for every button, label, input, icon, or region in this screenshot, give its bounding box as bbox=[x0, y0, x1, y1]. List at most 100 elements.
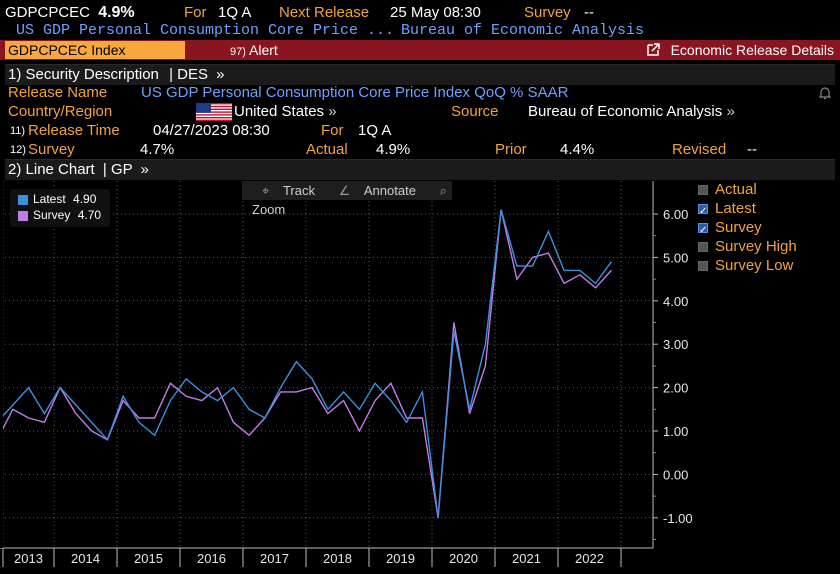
legend-latest[interactable]: Latest 4.90 bbox=[18, 192, 96, 206]
series-toggle-survey-high[interactable]: Survey High bbox=[698, 237, 797, 256]
source-value[interactable]: Bureau of Economic Analysis » bbox=[528, 103, 735, 120]
legend-survey-swatch bbox=[18, 210, 28, 221]
des-index: 1) bbox=[8, 66, 22, 83]
x-tick-label: 2020 bbox=[449, 551, 478, 566]
x-tick-label: 2016 bbox=[197, 551, 226, 566]
next-release-label: Next Release bbox=[279, 4, 370, 21]
prior-label: Prior bbox=[495, 141, 527, 158]
country-value-text: United States bbox=[234, 103, 325, 120]
revised-label: Revised bbox=[672, 141, 727, 158]
series-toggle-label: Survey Low bbox=[715, 257, 794, 274]
crosshair-icon: ⌖ bbox=[262, 183, 270, 198]
country-chevron: » bbox=[328, 103, 337, 120]
ticker: GDPCPCEC bbox=[5, 4, 91, 21]
release-time-value: 04/27/2023 08:30 bbox=[153, 122, 270, 139]
gp-title: Line Chart bbox=[25, 161, 95, 178]
des-for-value: 1Q A bbox=[358, 122, 392, 139]
x-tick-label: 2021 bbox=[512, 551, 541, 566]
series-line-latest bbox=[0, 209, 612, 518]
zoom-button[interactable]: ⌕ Zoom bbox=[242, 183, 447, 217]
pencil-icon: ∠ bbox=[338, 183, 351, 198]
header-row: GDPCPCEC 4.9% bbox=[5, 4, 135, 24]
header-for-period: 1Q A bbox=[218, 4, 252, 21]
x-tick-label: 2017 bbox=[260, 551, 289, 566]
series-toggle-label: Survey High bbox=[715, 238, 797, 255]
legend-latest-swatch bbox=[18, 194, 28, 205]
alert-label: Alert bbox=[249, 42, 278, 58]
zoom-label: Zoom bbox=[252, 202, 286, 217]
survey-value: 4.7% bbox=[140, 141, 175, 158]
alert-button[interactable]: 97) Alert bbox=[230, 41, 278, 61]
header-value: 4.9% bbox=[98, 4, 135, 21]
series-toggle-survey-low[interactable]: Survey Low bbox=[698, 256, 797, 275]
actual-value: 4.9% bbox=[376, 141, 411, 158]
release-time-label[interactable]: Release Time bbox=[28, 122, 120, 139]
next-release-value: 25 May 08:30 bbox=[390, 4, 481, 21]
survey-index: 12) bbox=[10, 144, 26, 156]
header-for-label: For bbox=[184, 4, 207, 21]
legend-latest-label: Latest bbox=[33, 192, 66, 206]
des-title: Security Description bbox=[25, 66, 159, 83]
checkbox-icon[interactable] bbox=[698, 242, 708, 253]
x-tick-label: 2013 bbox=[14, 551, 43, 566]
des-for-label: For bbox=[321, 122, 344, 139]
x-tick-label: 2022 bbox=[575, 551, 604, 566]
security-box[interactable]: GDPCPCEC Index bbox=[5, 41, 185, 59]
x-tick-label: 2018 bbox=[323, 551, 352, 566]
series-toggle-actual[interactable]: Actual bbox=[698, 180, 797, 199]
magnifier-icon: ⌕ bbox=[439, 183, 447, 198]
x-tick-label: 2019 bbox=[386, 551, 415, 566]
source-label: Source bbox=[451, 103, 499, 120]
release-name-value: US GDP Personal Consumption Core Price I… bbox=[141, 84, 569, 101]
revised-value: -- bbox=[747, 141, 757, 158]
gp-index: 2) bbox=[8, 161, 22, 178]
alert-index: 97) bbox=[230, 46, 246, 58]
des-command: | DES bbox=[169, 66, 208, 83]
checkbox-icon[interactable] bbox=[698, 221, 708, 240]
header-survey-label: Survey bbox=[524, 4, 571, 21]
actual-label: Actual bbox=[306, 141, 348, 158]
x-tick-label: 2015 bbox=[134, 551, 163, 566]
prior-value: 4.4% bbox=[560, 141, 595, 158]
checkbox-icon[interactable] bbox=[698, 261, 708, 272]
x-tick-label: 2014 bbox=[71, 551, 100, 566]
y-tick-label: 2.00 bbox=[663, 381, 688, 396]
series-toggle-label: Survey bbox=[715, 219, 762, 236]
annotate-button[interactable]: ∠ Annotate bbox=[329, 183, 416, 198]
security-description-header[interactable]: 1) Security Description | DES » bbox=[5, 64, 835, 85]
us-flag-icon bbox=[196, 103, 232, 125]
track-button[interactable]: ⌖ Track bbox=[252, 183, 315, 198]
checkbox-icon[interactable] bbox=[698, 185, 708, 196]
title-bar bbox=[0, 40, 840, 60]
series-toggle-survey[interactable]: Survey bbox=[698, 218, 797, 240]
external-link-icon bbox=[646, 42, 661, 60]
legend-latest-value: 4.90 bbox=[73, 192, 97, 206]
economic-release-details-button[interactable]: Economic Release Details bbox=[646, 41, 834, 60]
source-chevron: » bbox=[726, 103, 735, 120]
header-survey-value: -- bbox=[584, 4, 594, 21]
agency[interactable]: Bureau of Economic Analysis bbox=[401, 22, 645, 39]
line-chart-header[interactable]: 2) Line Chart | GP » bbox=[5, 159, 835, 180]
bell-icon[interactable] bbox=[818, 86, 832, 104]
y-tick-label: 0.00 bbox=[663, 467, 688, 482]
y-tick-label: 5.00 bbox=[663, 250, 688, 265]
legend-survey[interactable]: Survey 4.70 bbox=[18, 208, 101, 222]
series-toggle-list: Actual Latest Survey Survey High Survey Low bbox=[698, 180, 797, 275]
track-label: Track bbox=[282, 183, 315, 198]
des-chevron: » bbox=[216, 66, 225, 83]
chart-toolbar: ⌖ Track ∠ Annotate ⌕ Zoom bbox=[242, 181, 452, 217]
economic-release-details-label: Economic Release Details bbox=[670, 42, 834, 58]
legend-survey-label: Survey bbox=[33, 208, 71, 222]
annotate-label: Annotate bbox=[363, 183, 416, 198]
release-time-index: 11) bbox=[10, 125, 26, 137]
survey-label[interactable]: Survey bbox=[28, 141, 75, 158]
legend-survey-value: 4.70 bbox=[77, 208, 102, 222]
checkbox-icon[interactable] bbox=[698, 202, 708, 221]
y-tick-label: 6.00 bbox=[663, 207, 688, 222]
y-tick-label: 1.00 bbox=[663, 424, 688, 439]
series-line-survey bbox=[0, 209, 612, 518]
y-tick-label: 4.00 bbox=[663, 294, 688, 309]
country-value[interactable]: United States » bbox=[234, 103, 337, 120]
release-name-label: Release Name bbox=[8, 84, 108, 101]
series-toggle-latest[interactable]: Latest bbox=[698, 199, 797, 221]
